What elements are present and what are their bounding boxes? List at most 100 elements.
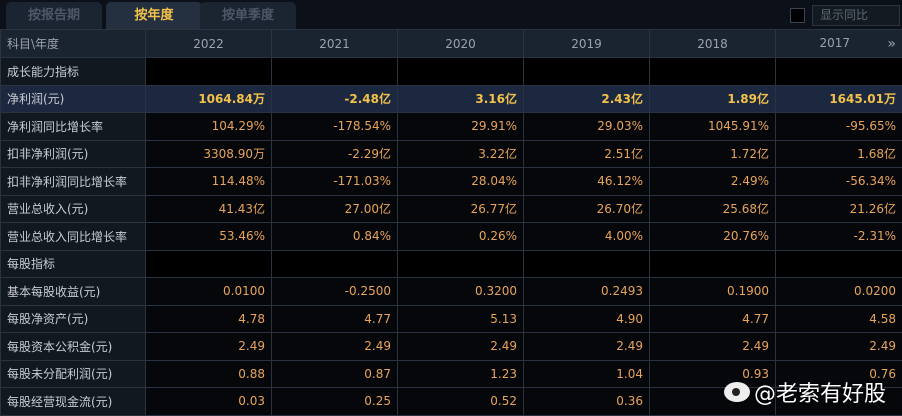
cell-value: 2.49 — [524, 333, 650, 361]
cell-value: 0.25 — [272, 388, 398, 416]
cell-value — [776, 58, 902, 86]
cell-value: 21.26亿 — [776, 195, 902, 223]
row-label: 每股经营现金流(元) — [1, 388, 146, 416]
cell-value: 0.84% — [272, 223, 398, 251]
year-header[interactable]: 2022 — [146, 30, 272, 58]
row-label: 营业总收入(元) — [1, 195, 146, 223]
watermark-text: @老索有好股 — [754, 376, 886, 408]
cell-value: 28.04% — [398, 168, 524, 196]
year-label: 2018 — [697, 37, 728, 51]
year-header[interactable]: 2019 — [524, 30, 650, 58]
year-header[interactable]: 2020 — [398, 30, 524, 58]
show-yoy-button[interactable]: 显示同比 — [812, 5, 900, 26]
year-header[interactable]: 2021 — [272, 30, 398, 58]
cell-value: 29.91% — [398, 113, 524, 141]
row-label: 营业总收入同比增长率 — [1, 223, 146, 251]
cell-value: 1045.91% — [650, 113, 776, 141]
section-row[interactable]: 成长能力指标 — [1, 58, 902, 86]
row-label: 每股资本公积金(元) — [1, 333, 146, 361]
cell-value: 0.52 — [398, 388, 524, 416]
cell-value: 3.16亿 — [398, 85, 524, 113]
cell-value: -171.03% — [272, 168, 398, 196]
show-yoy-checkbox[interactable] — [790, 8, 805, 23]
cell-value: 20.76% — [650, 223, 776, 251]
cell-value: 0.0100 — [146, 278, 272, 306]
cell-value: 26.77亿 — [398, 195, 524, 223]
cell-value: 104.29% — [146, 113, 272, 141]
cell-value: 1.04 — [524, 360, 650, 388]
row-label: 成长能力指标 — [1, 58, 146, 86]
weibo-logo-icon — [724, 382, 750, 402]
row-label: 每股指标 — [1, 250, 146, 278]
more-columns-icon[interactable]: » — [887, 36, 896, 52]
tab-bar: 按报告期 按年度 按单季度 显示同比 — [0, 0, 902, 29]
cell-value: 0.2493 — [524, 278, 650, 306]
tab-by-year[interactable]: 按年度 — [106, 2, 202, 29]
tab-by-quarter[interactable]: 按单季度 — [200, 2, 296, 29]
cell-value: 41.43亿 — [146, 195, 272, 223]
cell-value: 0.0200 — [776, 278, 902, 306]
header-row: 科目\年度 2022 2021 2020 2019 2018 2017 » — [1, 30, 902, 58]
cell-value: 0.3200 — [398, 278, 524, 306]
year-header[interactable]: 2018 — [650, 30, 776, 58]
cell-value: 4.58 — [776, 305, 902, 333]
cell-value: 4.77 — [272, 305, 398, 333]
year-label: 2017 — [819, 36, 850, 50]
cell-value: 2.49 — [146, 333, 272, 361]
cell-value — [272, 250, 398, 278]
cell-value — [272, 58, 398, 86]
cell-value: 29.03% — [524, 113, 650, 141]
year-header[interactable]: 2017 » — [776, 30, 902, 58]
cell-value: 27.00亿 — [272, 195, 398, 223]
cell-value: 4.78 — [146, 305, 272, 333]
watermark: @老索有好股 — [724, 376, 886, 408]
cell-value: 1.68亿 — [776, 140, 902, 168]
year-label: 2020 — [445, 37, 476, 51]
cell-value: 5.13 — [398, 305, 524, 333]
cell-value — [650, 58, 776, 86]
row-label: 扣非净利润(元) — [1, 140, 146, 168]
cell-value: -2.48亿 — [272, 85, 398, 113]
cell-value — [398, 250, 524, 278]
cell-value: 2.49 — [398, 333, 524, 361]
row-label: 每股未分配利润(元) — [1, 360, 146, 388]
cell-value: 1645.01万 — [776, 85, 902, 113]
cell-value — [776, 250, 902, 278]
cell-value: -2.31% — [776, 223, 902, 251]
cell-value: 25.68亿 — [650, 195, 776, 223]
section-row[interactable]: 每股指标 — [1, 250, 902, 278]
cell-value: 53.46% — [146, 223, 272, 251]
cell-value: 2.49 — [650, 333, 776, 361]
cell-value: 2.49 — [272, 333, 398, 361]
cell-value: 1.89亿 — [650, 85, 776, 113]
cell-value: 26.70亿 — [524, 195, 650, 223]
cell-value: 0.1900 — [650, 278, 776, 306]
cell-value: 3.22亿 — [398, 140, 524, 168]
cell-value: 0.87 — [272, 360, 398, 388]
tab-by-report-period[interactable]: 按报告期 — [6, 2, 102, 29]
cell-value: -0.2500 — [272, 278, 398, 306]
header-label: 科目\年度 — [1, 30, 146, 58]
cell-value: 46.12% — [524, 168, 650, 196]
cell-value: 4.77 — [650, 305, 776, 333]
cell-value: -178.54% — [272, 113, 398, 141]
cell-value: 4.90 — [524, 305, 650, 333]
financial-table: 科目\年度 2022 2021 2020 2019 2018 2017 » 成长能力指标净利润(… — [0, 29, 902, 416]
cell-value: 2.49 — [776, 333, 902, 361]
year-label: 2022 — [193, 37, 224, 51]
cell-value: 1.23 — [398, 360, 524, 388]
row-label: 扣非净利润同比增长率 — [1, 168, 146, 196]
cell-value: 0.36 — [524, 388, 650, 416]
cell-value: 1064.84万 — [146, 85, 272, 113]
cell-value: -95.65% — [776, 113, 902, 141]
cell-value: 114.48% — [146, 168, 272, 196]
